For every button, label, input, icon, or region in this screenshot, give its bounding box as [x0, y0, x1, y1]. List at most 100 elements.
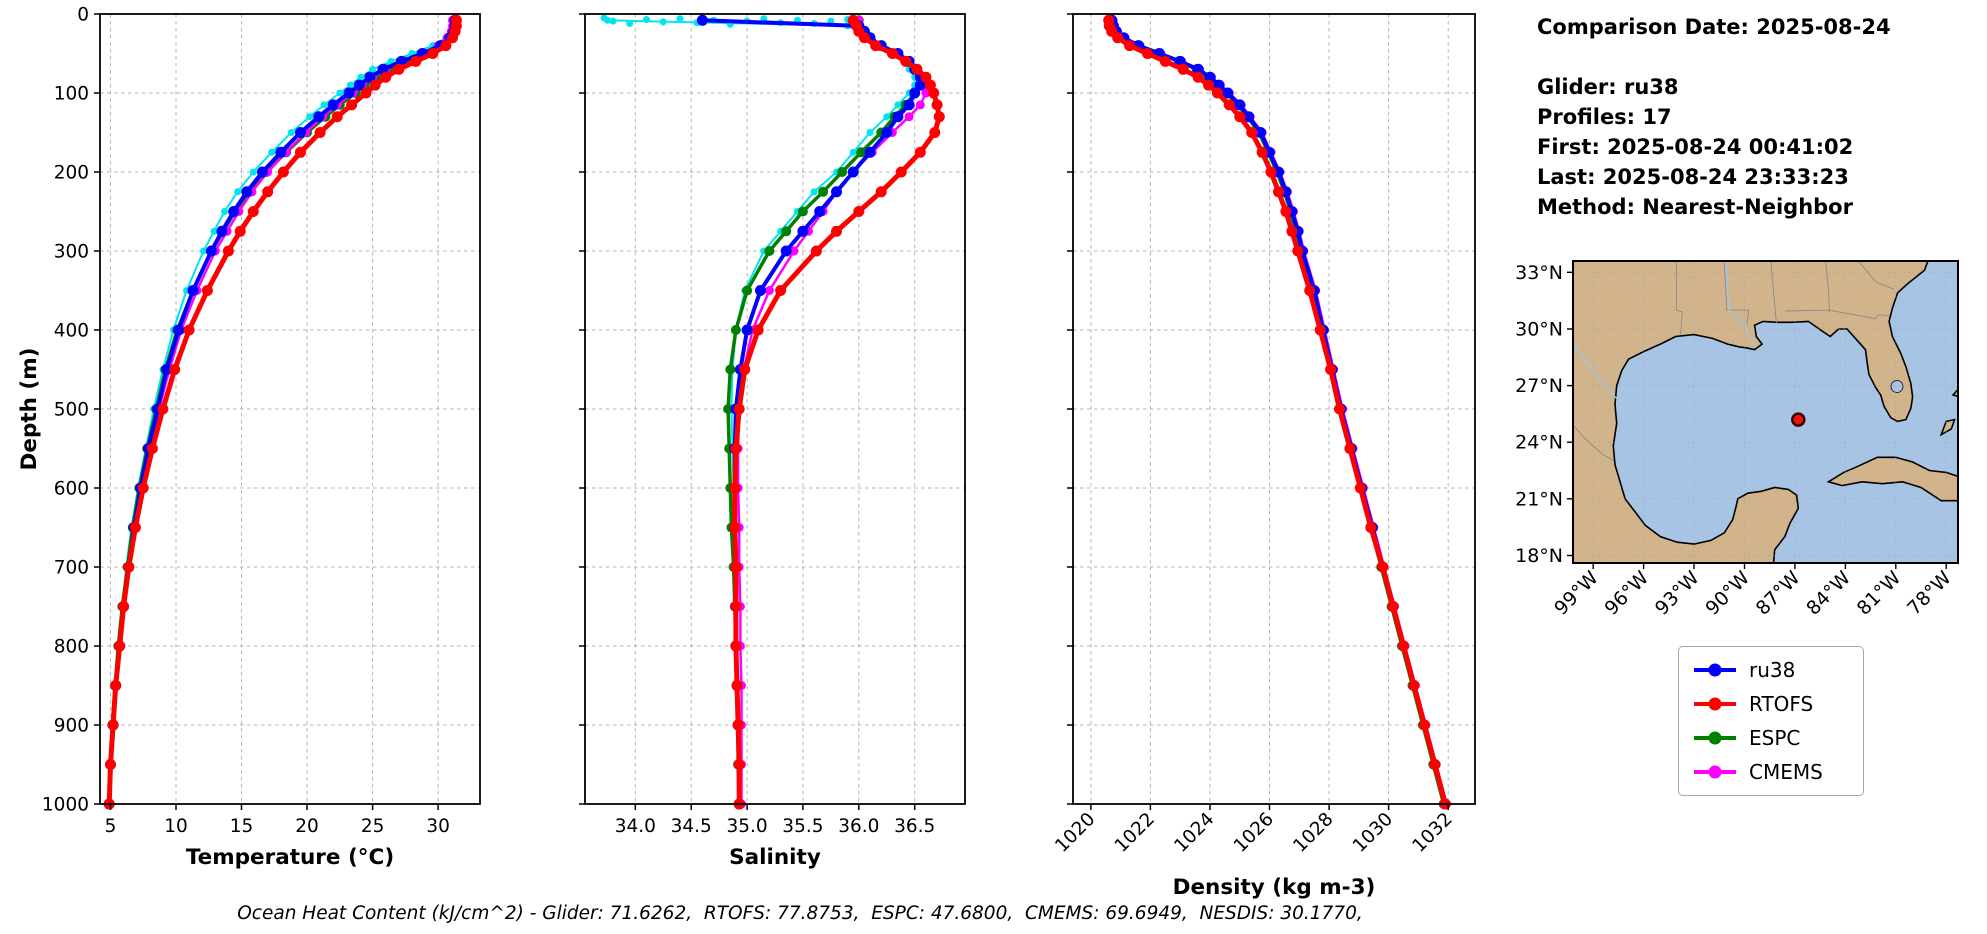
- density-ticks: [1067, 13, 1449, 810]
- svg-text:30: 30: [426, 816, 450, 837]
- legend-label: ru38: [1749, 658, 1796, 682]
- series-RTOFS: [103, 14, 462, 810]
- legend-label: CMEMS: [1749, 760, 1823, 784]
- svg-text:93°W: 93°W: [1651, 567, 1704, 620]
- svg-text:25: 25: [361, 816, 385, 837]
- legend-item-cmems: CMEMS: [1694, 762, 1848, 782]
- info-spacer: [1537, 42, 1891, 72]
- map-state-border: [1784, 309, 1890, 320]
- density-panel: 1020 1022 1024 1026 1028 1030 1032 Density (kg …: [1051, 13, 1476, 900]
- salinity-tick-labels: 34.0 34.5 35.0 35.5 36.0 36.5: [615, 816, 936, 837]
- svg-text:1024: 1024: [1170, 809, 1218, 857]
- svg-text:35.0: 35.0: [726, 816, 767, 837]
- svg-text:27°N: 27°N: [1515, 375, 1563, 397]
- legend-item-rtofs: RTOFS: [1694, 694, 1848, 714]
- profiles-count: Profiles: 17: [1537, 105, 1672, 129]
- map-state-border: [1573, 424, 1615, 462]
- svg-text:1028: 1028: [1289, 809, 1337, 857]
- info-block: Comparison Date: 2025-08-24 Glider: ru38…: [1537, 12, 1891, 222]
- map-state-border: [1770, 261, 1777, 324]
- map-state-border: [1825, 261, 1830, 313]
- map-landmass: [1826, 456, 1958, 502]
- svg-text:600: 600: [54, 479, 89, 500]
- glider-name: Glider: ru38: [1537, 75, 1679, 99]
- map-panel: 33°N 30°N 27°N 24°N 21°N 18°N99°W96°W93°W90°W…: [1515, 260, 1959, 620]
- map-gridlines: [1573, 261, 1958, 563]
- salinity-gridlines: [585, 13, 965, 805]
- svg-text:15: 15: [230, 816, 254, 837]
- temperature-panel: 5 10 15 20 25 3001002003004005006007008009001…: [17, 5, 481, 870]
- svg-text:81°W: 81°W: [1853, 567, 1906, 620]
- depth-axis-label: Depth (m): [17, 348, 42, 471]
- svg-text:200: 200: [54, 163, 89, 184]
- svg-text:35.5: 35.5: [782, 816, 823, 837]
- comparison-date: Comparison Date: 2025-08-24: [1537, 15, 1891, 39]
- svg-text:1000: 1000: [42, 795, 89, 816]
- ocean-heat-content-note: Ocean Heat Content (kJ/cm^2) - Glider: 7…: [237, 903, 1363, 924]
- map-lake: [1890, 380, 1904, 393]
- svg-text:78°W: 78°W: [1903, 567, 1956, 620]
- map-frame: [1572, 260, 1959, 564]
- map-landmass: [1951, 388, 1958, 398]
- temperature-axis-label: Temperature (°C): [186, 845, 394, 870]
- svg-text:800: 800: [54, 637, 89, 658]
- svg-text:10: 10: [164, 816, 188, 837]
- svg-text:400: 400: [54, 321, 89, 342]
- salinity-panel: 34.0 34.5 35.0 35.5 36.0 36.5 Salinity: [579, 13, 966, 870]
- svg-text:33°N: 33°N: [1515, 262, 1563, 284]
- svg-text:20: 20: [295, 816, 319, 837]
- legend-dot: [1708, 697, 1722, 711]
- svg-text:30°N: 30°N: [1515, 318, 1563, 340]
- svg-text:21°N: 21°N: [1515, 488, 1563, 510]
- map-layers: [1573, 261, 1958, 563]
- svg-text:300: 300: [54, 242, 89, 263]
- legend-label: RTOFS: [1749, 692, 1814, 716]
- series-ESPC: [1105, 15, 1449, 809]
- series-RTOFS: [1103, 14, 1451, 810]
- legend-dot: [1708, 663, 1722, 677]
- method-label: Method: Nearest-Neighbor: [1537, 195, 1853, 219]
- legend-line-marker: [1694, 731, 1736, 745]
- series-glider-raw: [603, 16, 919, 808]
- map-river: [1573, 342, 1625, 406]
- map-state-border: [1857, 261, 1895, 290]
- svg-text:900: 900: [54, 716, 89, 737]
- map-ticks: [1567, 271, 1947, 569]
- temperature-ticks: [94, 13, 439, 810]
- map-state-border: [1675, 261, 1683, 335]
- legend-label: ESPC: [1749, 726, 1801, 750]
- first-profile-time: First: 2025-08-24 00:41:02: [1537, 135, 1854, 159]
- svg-text:100: 100: [54, 84, 89, 105]
- legend-dot: [1708, 765, 1722, 779]
- series-ru38: [1106, 14, 1451, 810]
- series-RTOFS: [729, 14, 945, 810]
- series-CMEMS: [1108, 15, 1452, 809]
- density-axis-label: Density (kg m-3): [1173, 875, 1376, 900]
- svg-text:0: 0: [77, 5, 89, 26]
- density-gridlines: [1073, 13, 1475, 805]
- legend-dot: [1708, 731, 1722, 745]
- series-glider-raw: [1103, 16, 1451, 808]
- svg-text:500: 500: [54, 400, 89, 421]
- legend-item-ru38: ru38: [1694, 660, 1848, 680]
- svg-text:1030: 1030: [1349, 809, 1397, 857]
- legend-line-marker: [1694, 663, 1736, 677]
- svg-text:96°W: 96°W: [1600, 567, 1653, 620]
- svg-text:84°W: 84°W: [1802, 567, 1855, 620]
- glider-location-marker: [1791, 412, 1806, 427]
- series-ru38: [103, 14, 461, 810]
- map-landmass: [1573, 261, 1929, 563]
- svg-text:1026: 1026: [1230, 809, 1278, 857]
- svg-text:90°W: 90°W: [1701, 567, 1754, 620]
- svg-text:1020: 1020: [1051, 809, 1099, 857]
- svg-text:99°W: 99°W: [1550, 567, 1603, 620]
- map-landmass: [1939, 418, 1956, 437]
- temperature-tick-labels: 5 10 15 20 25 3001002003004005006007008009001…: [42, 5, 450, 838]
- salinity-axis-label: Salinity: [729, 845, 821, 870]
- temperature-gridlines: [100, 13, 480, 805]
- svg-text:700: 700: [54, 558, 89, 579]
- last-profile-time: Last: 2025-08-24 23:33:23: [1537, 165, 1849, 189]
- svg-text:34.5: 34.5: [671, 816, 712, 837]
